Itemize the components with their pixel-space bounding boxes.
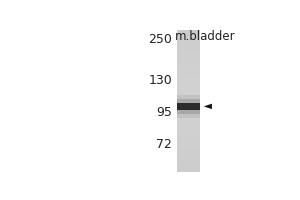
Text: 130: 130 xyxy=(148,74,172,87)
Text: 250: 250 xyxy=(148,33,172,46)
Bar xyxy=(177,75,200,77)
Bar xyxy=(177,66,200,68)
Bar xyxy=(177,89,200,92)
Bar xyxy=(177,118,200,120)
Bar xyxy=(177,151,200,153)
Bar xyxy=(177,153,200,155)
Bar xyxy=(177,82,200,84)
Bar xyxy=(177,103,200,110)
Bar xyxy=(177,73,200,75)
Bar xyxy=(177,99,200,114)
Bar xyxy=(177,160,200,162)
Bar xyxy=(177,103,200,106)
Text: 72: 72 xyxy=(157,138,172,151)
Bar xyxy=(177,169,200,172)
Bar xyxy=(177,30,200,33)
Bar xyxy=(177,110,200,113)
Bar xyxy=(177,77,200,80)
Bar xyxy=(177,134,200,136)
Bar xyxy=(177,101,200,103)
Bar xyxy=(177,68,200,70)
Bar xyxy=(177,155,200,158)
Bar xyxy=(177,115,200,118)
Bar xyxy=(177,87,200,89)
Bar xyxy=(177,108,200,110)
Bar xyxy=(177,49,200,51)
Bar xyxy=(177,54,200,56)
Bar xyxy=(177,146,200,148)
Bar xyxy=(177,122,200,125)
Bar xyxy=(177,92,200,94)
Text: m.bladder: m.bladder xyxy=(175,30,235,43)
Bar xyxy=(177,132,200,134)
Bar xyxy=(177,63,200,66)
Bar xyxy=(177,30,200,172)
Bar xyxy=(177,61,200,63)
Bar xyxy=(177,167,200,169)
Bar xyxy=(177,56,200,58)
Bar xyxy=(177,127,200,129)
Bar xyxy=(177,99,200,101)
Bar xyxy=(177,35,200,37)
Bar xyxy=(177,144,200,146)
Bar xyxy=(177,106,200,108)
Bar xyxy=(177,40,200,42)
Bar xyxy=(177,47,200,49)
Bar xyxy=(177,148,200,151)
Bar xyxy=(177,139,200,141)
Bar xyxy=(177,125,200,127)
Bar xyxy=(177,37,200,40)
Bar xyxy=(177,141,200,144)
Bar xyxy=(177,58,200,61)
Bar xyxy=(177,129,200,132)
Bar xyxy=(177,70,200,73)
Bar xyxy=(177,95,200,118)
Polygon shape xyxy=(204,104,212,109)
Bar xyxy=(177,42,200,44)
Bar xyxy=(177,33,200,35)
Bar xyxy=(177,113,200,115)
Bar xyxy=(177,51,200,54)
Bar xyxy=(177,80,200,82)
Bar xyxy=(177,44,200,47)
Bar xyxy=(177,162,200,165)
Bar xyxy=(177,120,200,122)
Bar xyxy=(177,158,200,160)
Bar xyxy=(177,94,200,96)
Bar xyxy=(177,165,200,167)
Bar xyxy=(177,84,200,87)
Bar xyxy=(177,136,200,139)
Bar xyxy=(177,96,200,99)
Text: 95: 95 xyxy=(157,106,172,119)
